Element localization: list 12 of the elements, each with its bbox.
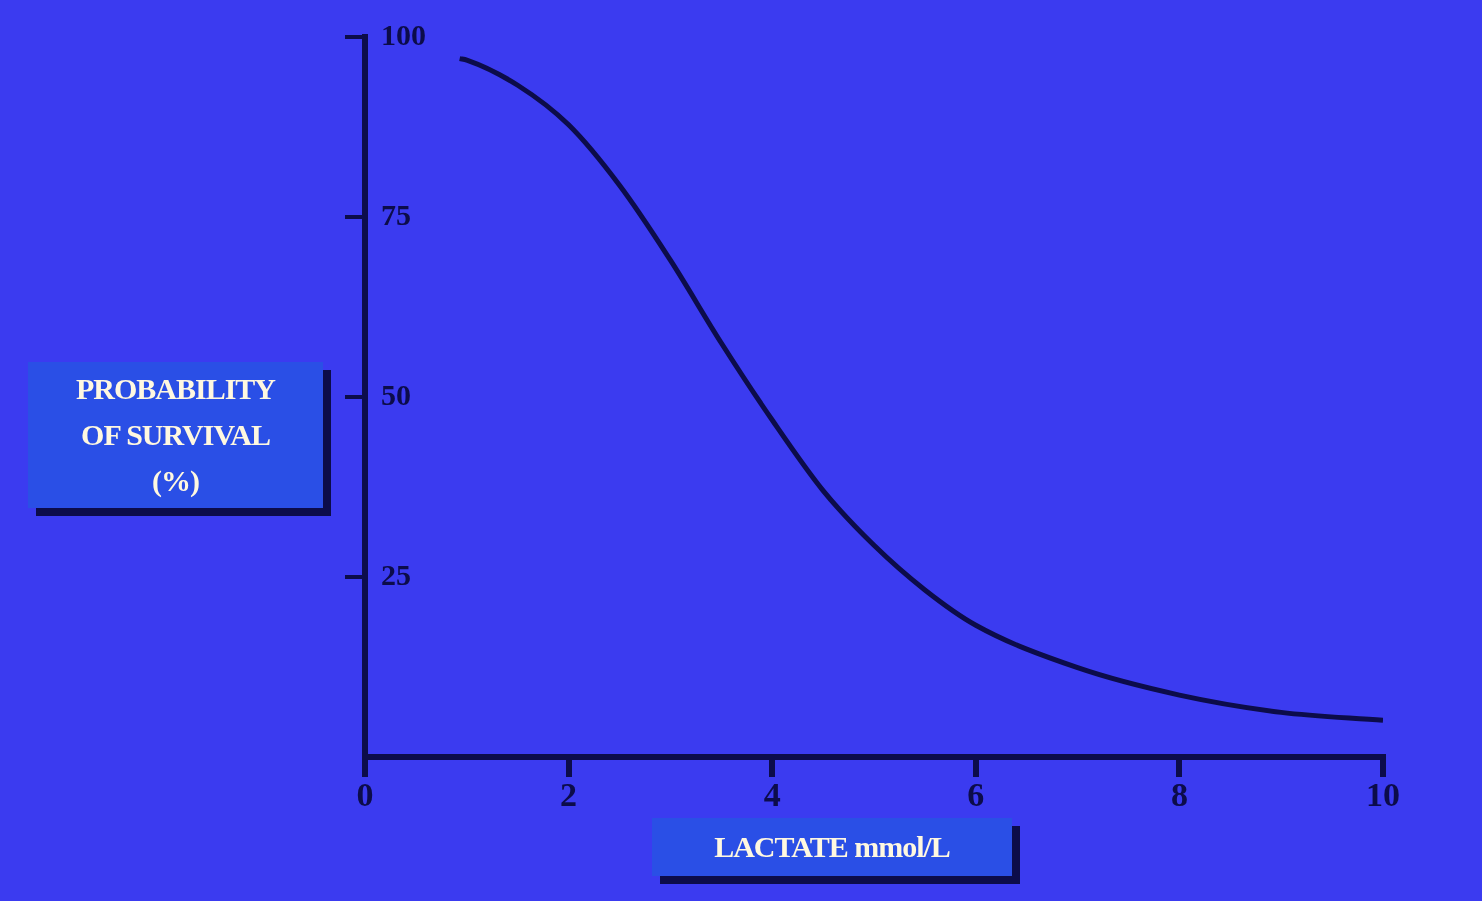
y-tick-label: 75	[381, 197, 411, 231]
x-tick-label: 6	[967, 776, 985, 814]
x-axis-title: LACTATE mmol/L	[652, 818, 1012, 876]
x-tick-label: 10	[1366, 776, 1400, 814]
x-tick-label: 2	[560, 776, 578, 814]
y-tick-label: 100	[381, 17, 426, 51]
x-tick-label: 8	[1170, 776, 1188, 814]
y-axis-title: PROBABILITY OF SURVIVAL (%)	[28, 362, 323, 508]
x-tick-label: 4	[763, 776, 781, 814]
y-tick-label: 50	[381, 377, 411, 411]
x-tick-label: 0	[356, 776, 374, 814]
y-tick-label: 25	[381, 557, 411, 591]
